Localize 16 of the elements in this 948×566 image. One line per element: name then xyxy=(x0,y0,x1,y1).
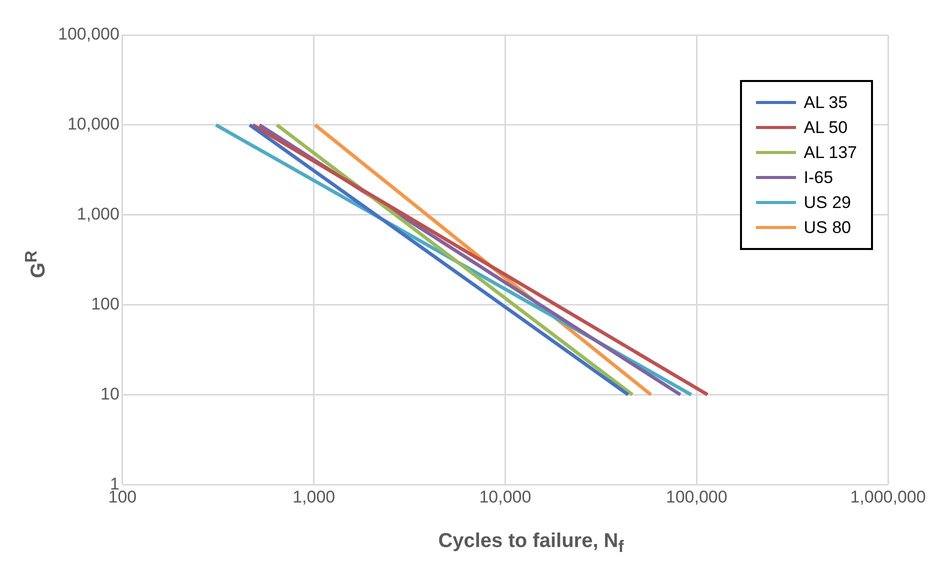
legend-label: US 29 xyxy=(804,192,851,212)
x-tick-label: 100,000 xyxy=(666,487,728,506)
legend-label: I-65 xyxy=(804,168,834,188)
legend-label: AL 50 xyxy=(804,118,848,138)
x-axis-title: Cycles to failure, N$_{f}$ xyxy=(437,530,625,557)
y-tick-label: 100 xyxy=(91,294,120,314)
legend-label: AL 35 xyxy=(804,92,848,112)
y-tick-label: 10 xyxy=(100,384,120,404)
y-tick-label: 1,000 xyxy=(76,204,120,224)
legend-label: US 80 xyxy=(804,218,851,238)
y-tick-label: 100,000 xyxy=(58,24,120,44)
x-tick-label: 1,000 xyxy=(292,487,336,506)
legend-label: AL 137 xyxy=(804,142,857,162)
y-tick-label: 10,000 xyxy=(67,114,120,134)
x-tick-label: 10,000 xyxy=(479,487,532,506)
x-tick-label: 1,000,000 xyxy=(850,487,926,506)
